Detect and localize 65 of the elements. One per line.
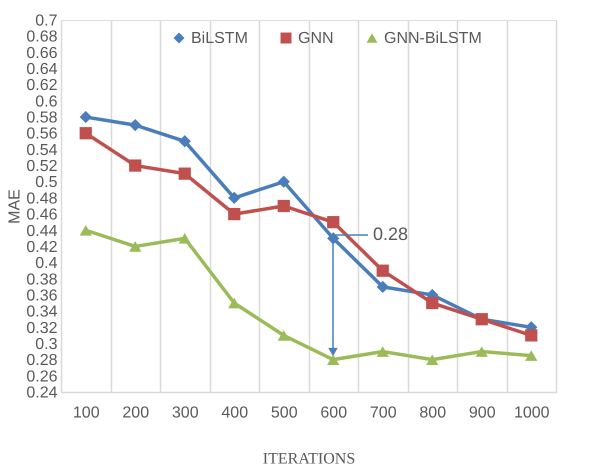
point — [228, 298, 240, 308]
point — [80, 224, 92, 236]
x-tick-label: 1000 — [514, 404, 550, 422]
y-tick-label: 0.62 — [26, 77, 58, 94]
point — [327, 216, 340, 228]
y-tick-label: 0.44 — [26, 222, 58, 240]
y-tick-label: 0.46 — [26, 206, 58, 224]
point — [178, 135, 191, 148]
point — [129, 119, 142, 132]
y-tick-label: 0.5 — [35, 174, 58, 192]
y-tick-label: 0.3 — [35, 336, 58, 353]
point — [80, 110, 92, 124]
y-tick-label: 0.56 — [26, 126, 58, 143]
point — [376, 280, 389, 293]
point — [129, 159, 142, 172]
y-tick-label: 0.64 — [26, 61, 58, 78]
y-tick-label: 0.24 — [26, 384, 58, 402]
x-tick-label: 900 — [468, 404, 496, 422]
legend-label: GNN — [298, 30, 334, 47]
x-tick-label: 300 — [172, 404, 199, 422]
point — [327, 354, 340, 365]
point — [228, 208, 240, 220]
point — [476, 346, 488, 357]
point — [376, 346, 389, 357]
x-tick-label: 400 — [221, 404, 248, 422]
y-tick-label: 0.66 — [26, 44, 58, 62]
y-tick-label: 0.32 — [26, 320, 58, 337]
y-tick-label: 0.54 — [26, 142, 58, 159]
point — [278, 200, 290, 212]
point — [278, 330, 290, 341]
point — [525, 350, 538, 361]
y-tick-label: 0.7 — [35, 12, 58, 30]
point — [178, 168, 191, 180]
y-tick-label: 0.34 — [26, 304, 58, 321]
y-tick-label: 0.6 — [35, 93, 58, 110]
point — [426, 296, 438, 310]
legend-label: BiLSTM — [191, 30, 248, 47]
x-tick-label: 500 — [270, 404, 298, 422]
y-tick-label: 0.68 — [26, 28, 58, 46]
y-tick-label: 0.58 — [26, 110, 58, 127]
x-tick-label: 700 — [370, 404, 397, 422]
x-axis-title: ITERATIONS — [262, 450, 356, 468]
y-tick-label: 0.4 — [35, 255, 58, 272]
y-axis-title: MAE — [6, 189, 24, 224]
y-tick-label: 0.42 — [26, 238, 58, 256]
point — [80, 127, 92, 140]
point — [376, 264, 389, 277]
point — [129, 241, 142, 252]
point — [426, 354, 438, 365]
x-tick-label: 100 — [72, 404, 100, 422]
legend-label: GNN-BiLSTM — [384, 30, 482, 47]
y-tick-label: 0.26 — [26, 368, 58, 386]
y-tick-label: 0.28 — [26, 352, 58, 370]
y-tick-label: 0.38 — [26, 271, 58, 288]
point — [228, 192, 240, 204]
x-tick-label: 200 — [122, 404, 150, 422]
point — [278, 176, 290, 188]
y-tick-label: 0.36 — [26, 287, 58, 304]
y-tick-label: 0.48 — [26, 190, 58, 208]
point — [178, 233, 191, 244]
y-tick-label: 0.52 — [26, 158, 58, 176]
x-tick-label: 800 — [419, 404, 446, 422]
point — [525, 329, 538, 342]
annotation: 0.28 — [373, 224, 408, 244]
x-tick-label: 600 — [320, 404, 348, 422]
